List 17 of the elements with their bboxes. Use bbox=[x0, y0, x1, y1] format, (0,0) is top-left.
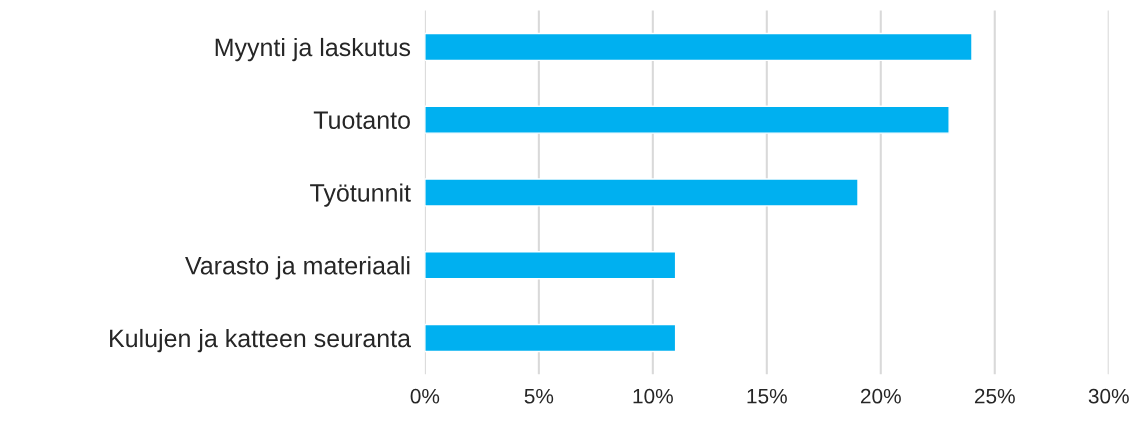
bar bbox=[424, 178, 859, 207]
x-tick-label: 25% bbox=[974, 388, 1015, 404]
y-tick-label: Varasto ja materiaali bbox=[185, 256, 410, 280]
bar bbox=[424, 105, 950, 134]
x-tick-label: 20% bbox=[860, 388, 901, 404]
x-tick-label: 30% bbox=[1088, 388, 1129, 404]
x-tick-label: 10% bbox=[633, 388, 673, 404]
x-tick-label: 15% bbox=[747, 388, 787, 404]
bar bbox=[424, 251, 677, 280]
x-tick-label: 5% bbox=[524, 388, 554, 404]
y-tick-label: Kulujen ja katteen seuranta bbox=[110, 328, 411, 353]
bar bbox=[424, 323, 677, 353]
y-tick-label: Tuotanto bbox=[313, 111, 410, 130]
x-tick-label: 0% bbox=[410, 388, 440, 404]
bar bbox=[424, 32, 973, 62]
y-tick-label: Myynti ja laskutus bbox=[215, 37, 411, 62]
y-tick-label: Työtunnit bbox=[310, 183, 411, 207]
